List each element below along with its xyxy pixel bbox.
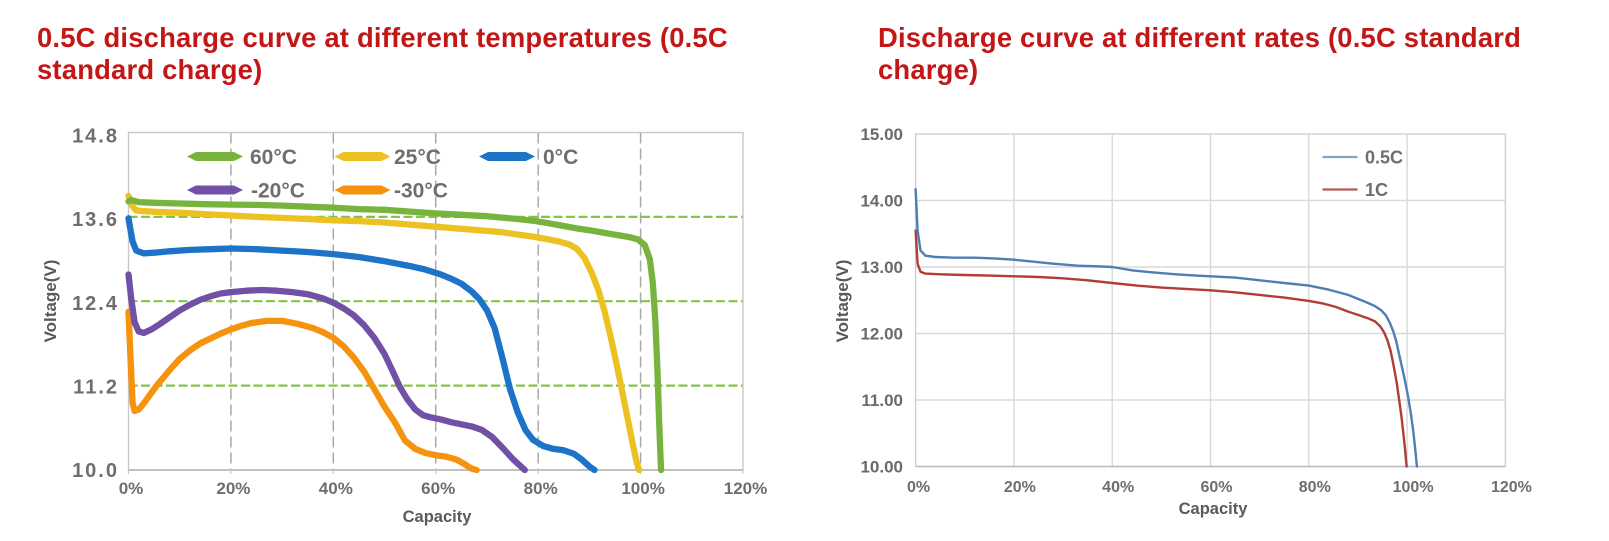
svg-text:11.00: 11.00 <box>861 391 903 410</box>
svg-text:10.00: 10.00 <box>860 458 903 477</box>
svg-text:10.0: 10.0 <box>72 460 119 482</box>
svg-text:100%: 100% <box>621 479 664 498</box>
svg-text:1C: 1C <box>1365 180 1388 200</box>
svg-text:0%: 0% <box>907 479 930 496</box>
svg-text:120%: 120% <box>724 479 767 498</box>
svg-text:40%: 40% <box>1102 479 1134 496</box>
svg-text:25°C: 25°C <box>394 146 441 169</box>
svg-text:0°C: 0°C <box>543 146 578 169</box>
svg-text:40%: 40% <box>319 479 353 498</box>
svg-text:Voltage(V): Voltage(V) <box>833 260 852 343</box>
svg-text:Voltage(V): Voltage(V) <box>41 260 60 343</box>
svg-text:-20°C: -20°C <box>251 180 305 203</box>
svg-text:0%: 0% <box>119 479 144 498</box>
svg-text:100%: 100% <box>1393 479 1434 496</box>
svg-text:Capacity: Capacity <box>1179 500 1249 518</box>
svg-text:15.00: 15.00 <box>860 125 903 144</box>
svg-text:14.8: 14.8 <box>72 126 119 148</box>
svg-text:20%: 20% <box>216 479 250 498</box>
svg-text:12.4: 12.4 <box>72 293 119 315</box>
svg-text:80%: 80% <box>1299 479 1331 496</box>
svg-text:20%: 20% <box>1004 479 1036 496</box>
svg-text:12.00: 12.00 <box>860 325 903 344</box>
svg-text:0.5C: 0.5C <box>1365 148 1403 168</box>
svg-text:80%: 80% <box>524 479 558 498</box>
svg-text:Capacity: Capacity <box>403 508 473 526</box>
svg-text:60%: 60% <box>1200 479 1232 496</box>
svg-text:60%: 60% <box>421 479 455 498</box>
svg-text:13.00: 13.00 <box>860 258 903 277</box>
svg-text:120%: 120% <box>1491 479 1532 496</box>
svg-text:60°C: 60°C <box>250 146 297 169</box>
svg-text:14.00: 14.00 <box>860 192 903 211</box>
svg-text:13.6: 13.6 <box>72 209 119 231</box>
svg-text:-30°C: -30°C <box>394 180 448 203</box>
svg-text:11.2: 11.2 <box>73 376 119 398</box>
